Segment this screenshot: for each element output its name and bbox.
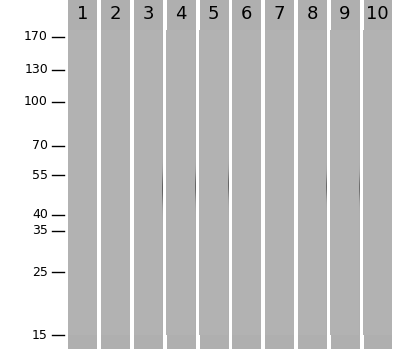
Bar	[265, 30, 294, 335]
Text: 25: 25	[32, 266, 48, 279]
Text: 130: 130	[24, 63, 48, 76]
Bar	[101, 30, 130, 335]
Bar	[199, 30, 228, 335]
Text: 3: 3	[142, 5, 154, 23]
Bar	[330, 30, 359, 335]
Bar	[166, 30, 195, 335]
Bar	[298, 30, 326, 335]
Text: 1: 1	[77, 5, 88, 23]
Text: 9: 9	[339, 5, 350, 23]
Text: 40: 40	[32, 208, 48, 221]
Text: 35: 35	[32, 224, 48, 237]
Text: 4: 4	[175, 5, 186, 23]
Text: 15: 15	[32, 329, 48, 342]
Text: 70: 70	[32, 139, 48, 152]
Bar	[232, 30, 261, 335]
Bar	[363, 30, 392, 335]
Bar	[134, 30, 162, 335]
Text: 7: 7	[274, 5, 285, 23]
Text: 170: 170	[24, 30, 48, 43]
Text: 5: 5	[208, 5, 219, 23]
Text: 10: 10	[366, 5, 389, 23]
Text: 100: 100	[24, 95, 48, 109]
Text: 2: 2	[110, 5, 121, 23]
Bar	[68, 30, 97, 335]
Text: 8: 8	[306, 5, 318, 23]
Text: 55: 55	[32, 169, 48, 182]
Text: 6: 6	[241, 5, 252, 23]
